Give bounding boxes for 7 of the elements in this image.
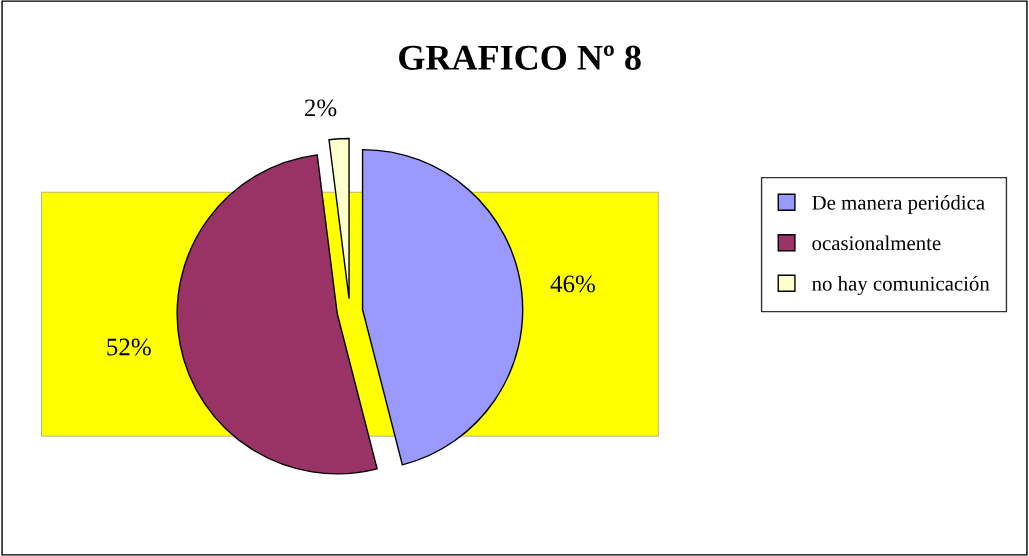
chart-title: GRAFICO Nº 8 (399, 45, 641, 70)
data-label: 52% (107, 338, 151, 356)
data-label: 46% (550, 275, 595, 293)
legend-label: De manera periódica (812, 195, 985, 214)
data-label: 2% (304, 99, 337, 117)
legend-label: no hay comunicación (812, 275, 990, 295)
legend-label: ocasionalmente (812, 235, 941, 251)
